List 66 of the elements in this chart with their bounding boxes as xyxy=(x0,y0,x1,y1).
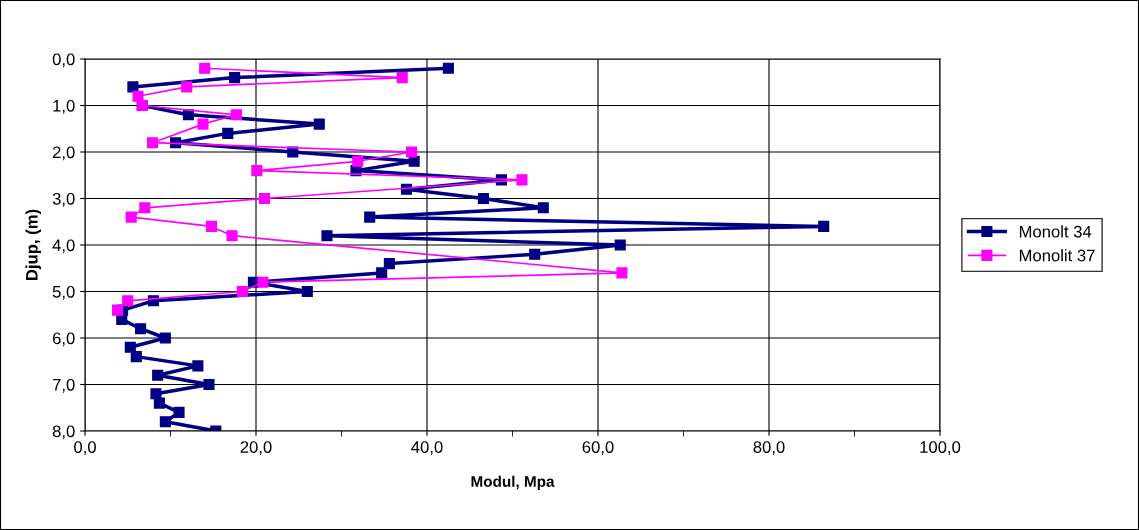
x-axis-title: Modul, Mpa xyxy=(471,475,555,490)
point xyxy=(205,220,218,232)
point xyxy=(818,220,830,232)
point xyxy=(146,137,159,149)
y-tick-label: 8,0 xyxy=(52,425,75,440)
point xyxy=(226,230,238,242)
point xyxy=(301,285,313,298)
y-tick-label: 7,0 xyxy=(52,378,75,393)
y-axis-title: Djup, (m) xyxy=(25,209,41,280)
point xyxy=(127,81,139,93)
point xyxy=(616,267,628,279)
point xyxy=(135,323,147,335)
point xyxy=(406,146,418,158)
y-tick-label: 3,0 xyxy=(52,192,75,207)
legend-label: Monolt 34 xyxy=(1019,225,1092,238)
point xyxy=(257,276,269,288)
point xyxy=(477,192,489,205)
point xyxy=(251,165,263,177)
point xyxy=(150,388,162,400)
x-tick-label: 40,0 xyxy=(411,441,443,455)
point xyxy=(222,127,234,139)
x-tick-label: 0,0 xyxy=(74,441,96,455)
point xyxy=(396,72,408,84)
point xyxy=(537,202,549,214)
point xyxy=(124,341,136,353)
point xyxy=(159,416,171,428)
point xyxy=(122,295,134,307)
point xyxy=(192,360,204,372)
point xyxy=(173,406,185,418)
point xyxy=(139,202,151,214)
point xyxy=(442,62,454,74)
point xyxy=(111,304,124,316)
point xyxy=(229,72,241,84)
point xyxy=(132,90,144,102)
point xyxy=(130,351,142,363)
point xyxy=(313,118,325,130)
y-tick-label: 0,0 xyxy=(52,53,75,68)
point xyxy=(376,267,388,279)
point xyxy=(258,192,271,205)
point xyxy=(159,332,171,344)
point xyxy=(152,369,164,381)
point xyxy=(529,248,541,260)
point xyxy=(383,258,395,270)
y-tick-label: 1,0 xyxy=(53,99,75,114)
point xyxy=(321,230,333,242)
point xyxy=(199,62,211,74)
x-tick-label: 20,0 xyxy=(240,441,272,455)
point xyxy=(364,211,376,223)
x-tick-label: 60,0 xyxy=(582,441,614,455)
point xyxy=(230,109,242,121)
y-tick-label: 2,0 xyxy=(52,146,75,161)
point xyxy=(197,118,209,130)
point xyxy=(181,81,193,93)
x-tick-label: 100,0 xyxy=(920,441,961,455)
point xyxy=(352,155,364,167)
point xyxy=(153,397,165,409)
x-tick-label: 80,0 xyxy=(753,441,785,455)
y-tick-label: 6,0 xyxy=(52,332,75,347)
point xyxy=(614,239,626,251)
point xyxy=(203,378,215,391)
y-tick-label: 4,0 xyxy=(52,239,75,254)
point xyxy=(236,285,248,298)
point xyxy=(125,211,137,223)
legend-label: Monolit 37 xyxy=(1019,249,1095,262)
y-tick-label: 5,0 xyxy=(52,285,75,300)
point xyxy=(516,174,528,186)
